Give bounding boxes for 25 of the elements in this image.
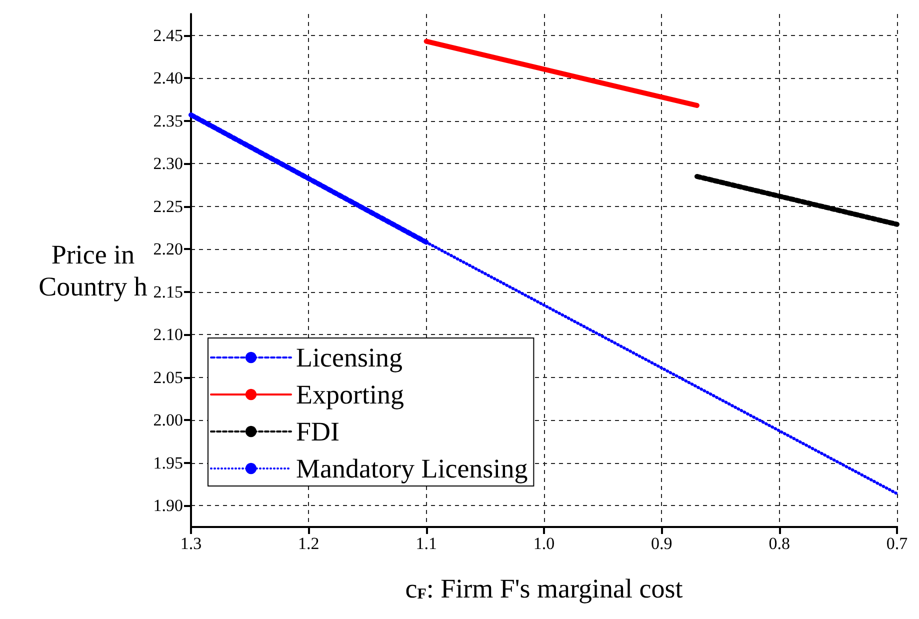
y-tick-label: 2.15 xyxy=(153,282,183,302)
legend-label: Exporting xyxy=(296,380,404,410)
y-tick-label: 2.35 xyxy=(153,111,183,130)
x-axis-title: cF: Firm F's marginal cost xyxy=(405,574,684,604)
x-tick-label: 0.7 xyxy=(886,534,908,553)
y-tick-label: 1.95 xyxy=(153,453,183,472)
y-tick-label: 2.20 xyxy=(153,240,183,259)
x-tick-label: 1.0 xyxy=(533,534,555,553)
y-tick-label: 2.00 xyxy=(153,410,183,430)
y-axis-title: Price in Country h xyxy=(38,240,148,302)
x-tick-label: 0.9 xyxy=(651,534,672,553)
y-tick-label: 2.25 xyxy=(153,196,183,216)
y-tick-label: 2.40 xyxy=(153,68,183,88)
x-tick-label: 1.2 xyxy=(298,534,320,553)
legend-label: FDI xyxy=(296,416,340,446)
legend-label: Mandatory Licensing xyxy=(296,454,528,484)
legend-label: Licensing xyxy=(296,342,402,372)
y-tick-label: 2.10 xyxy=(153,325,183,344)
x-tick-label: 0.8 xyxy=(768,534,790,553)
y-tick-label: 2.05 xyxy=(153,368,183,387)
y-tick-label: 2.30 xyxy=(153,154,183,174)
y-tick-label: 2.45 xyxy=(153,26,183,45)
y-tick-label: 1.90 xyxy=(153,496,183,516)
x-tick-label: 1.3 xyxy=(180,534,202,553)
x-tick-label: 1.1 xyxy=(416,534,437,553)
